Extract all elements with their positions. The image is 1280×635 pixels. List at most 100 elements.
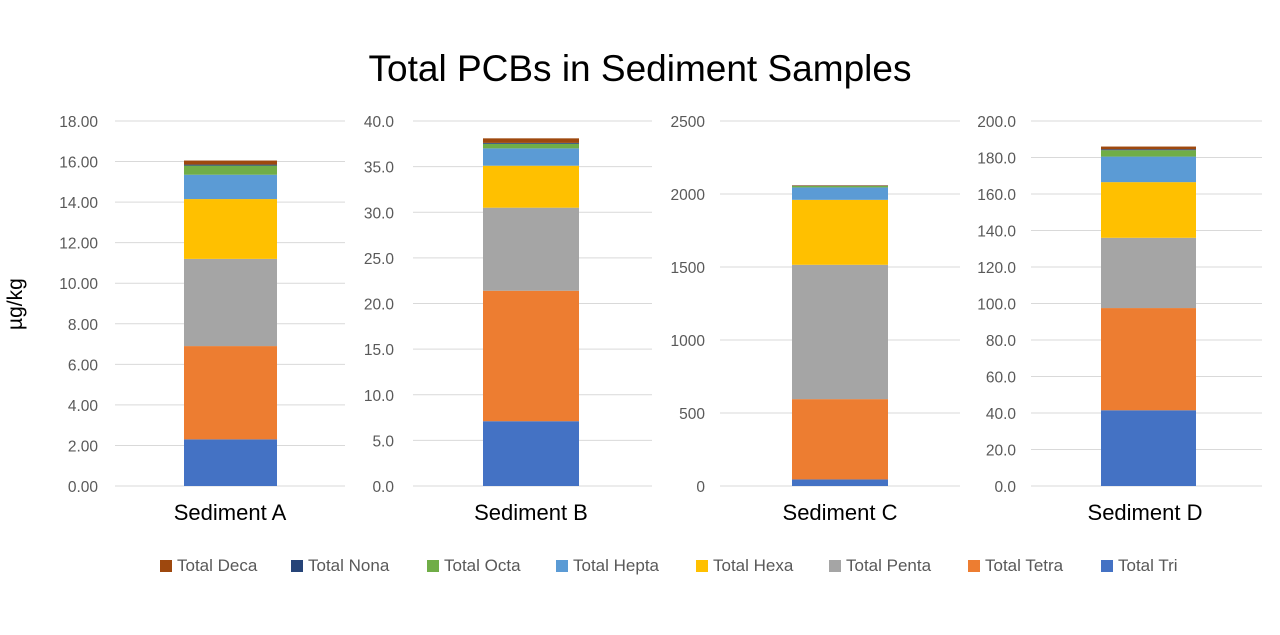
bar-segment-total-nona: [1101, 149, 1196, 151]
legend-label: Total Nona: [308, 556, 390, 575]
x-category-label: Sediment B: [474, 500, 588, 525]
legend-item: Total Hepta: [556, 556, 659, 576]
y-tick-label: 40.0: [364, 114, 395, 131]
legend-label: Total Penta: [846, 556, 932, 575]
bar-segment-total-tri: [483, 421, 579, 486]
y-tick-label: 80.0: [986, 333, 1017, 350]
y-tick-label: 10.00: [59, 276, 98, 293]
legend-swatch: [427, 560, 439, 572]
y-tick-label: 6.00: [68, 357, 99, 374]
x-category-label: Sediment C: [783, 500, 898, 525]
chart-panel-3: 0 500 1000 1500 2000 2500 Sediment C: [671, 114, 960, 525]
bar-segment-total-deca: [483, 138, 579, 143]
legend-swatch: [1101, 560, 1113, 572]
bar-segment-total-nona: [184, 164, 277, 166]
legend-swatch: [696, 560, 708, 572]
y-tick-label: 120.0: [977, 260, 1016, 277]
chart-title: Total PCBs in Sediment Samples: [368, 48, 912, 89]
bar-segment-total-tri: [792, 479, 888, 486]
chart-panel-2: 0.0 5.0 10.0 15.0 20.0 25.0 30.0 35.0 40.0 Sedime…: [364, 114, 652, 525]
y-tick-label: 18.00: [59, 114, 98, 131]
y-tick-label: 5.0: [372, 433, 394, 450]
y-tick-label: 0: [696, 479, 705, 496]
y-tick-label: 35.0: [364, 160, 395, 177]
bar-segment-total-penta: [483, 207, 579, 291]
y-tick-label: 0.00: [68, 479, 99, 496]
bar-segment-total-hepta: [1101, 156, 1196, 183]
bar-segment-total-tetra: [184, 346, 277, 440]
y-tick-label: 1500: [671, 260, 706, 277]
legend-label: Total Deca: [177, 556, 258, 575]
y-tick-label: 0.0: [372, 479, 394, 496]
y-tick-label: 500: [679, 406, 705, 423]
legend-label: Total Tetra: [985, 556, 1064, 575]
bar-segment-total-hexa: [184, 199, 277, 259]
y-tick-label: 140.0: [977, 224, 1016, 241]
y-tick-label: 2500: [671, 114, 706, 131]
legend-swatch: [968, 560, 980, 572]
y-tick-label: 14.00: [59, 195, 98, 212]
y-tick-label: 8.00: [68, 317, 99, 334]
y-tick-label: 60.0: [986, 370, 1017, 387]
y-tick-label: 2000: [671, 187, 706, 204]
y-tick-label: 10.0: [364, 388, 395, 405]
legend-item: Total Tetra: [968, 556, 1063, 576]
y-tick-label: 2.00: [68, 438, 99, 455]
x-category-label: Sediment A: [174, 500, 287, 525]
bar-segment-total-hexa: [792, 199, 888, 265]
bar-segment-total-tri: [1101, 410, 1196, 486]
y-tick-label: 25.0: [364, 251, 395, 268]
y-tick-label: 0.0: [994, 479, 1016, 496]
bar-segment-total-tetra: [792, 399, 888, 480]
legend: Total Deca Total Nona Total Octa Total Hept…: [0, 556, 1280, 580]
bar-segment-total-penta: [792, 264, 888, 400]
chart-panel-1: 0.00 2.00 4.00 6.00 8.00 10.00 12.00 14.00 16.00…: [59, 114, 345, 525]
bar-segment-total-octa: [1101, 150, 1196, 157]
bar-segment-total-tetra: [1101, 308, 1196, 411]
legend-item: Total Nona: [291, 556, 389, 576]
x-category-label: Sediment D: [1088, 500, 1203, 525]
legend-swatch: [291, 560, 303, 572]
bar-segment-total-hepta: [184, 174, 277, 200]
legend-swatch: [160, 560, 172, 572]
legend-label: Total Hepta: [573, 556, 659, 575]
legend-item: Total Penta: [829, 556, 931, 576]
bar-segment-total-octa: [184, 165, 277, 175]
bar-segment-total-tetra: [483, 290, 579, 422]
y-tick-label: 40.0: [986, 406, 1017, 423]
y-tick-label: 15.0: [364, 342, 395, 359]
bar-segment-total-hexa: [1101, 182, 1196, 238]
legend-label: Total Octa: [444, 556, 521, 575]
y-tick-label: 4.00: [68, 398, 99, 415]
bar-segment-total-nona: [483, 142, 579, 144]
y-tick-label: 30.0: [364, 205, 395, 222]
legend-label: Total Tri: [1118, 556, 1178, 575]
y-tick-label: 20.0: [364, 297, 395, 314]
bar-segment-total-hepta: [483, 148, 579, 166]
y-tick-label: 16.00: [59, 155, 98, 172]
bar-segment-total-penta: [184, 258, 277, 347]
chart-panel-4: 0.0 20.0 40.0 60.0 80.0 100.0 120.0 140.0 160.0 1…: [977, 114, 1262, 525]
y-tick-label: 160.0: [977, 187, 1016, 204]
y-tick-label: 180.0: [977, 151, 1016, 168]
bar-segment-total-hexa: [483, 165, 579, 208]
bar-segment-total-deca: [184, 160, 277, 165]
bar-segment-total-tri: [184, 439, 277, 486]
y-tick-label: 100.0: [977, 297, 1016, 314]
bar-segment-total-penta: [1101, 237, 1196, 309]
legend-item: Total Hexa: [696, 556, 793, 576]
legend-item: Total Deca: [160, 556, 257, 576]
bar-segment-total-octa: [792, 185, 888, 188]
y-tick-label: 200.0: [977, 114, 1016, 131]
y-tick-label: 20.0: [986, 443, 1017, 460]
y-tick-label: 1000: [671, 333, 706, 350]
bar-segment-total-hepta: [792, 187, 888, 200]
legend-label: Total Hexa: [713, 556, 794, 575]
bar-segment-total-deca: [1101, 146, 1196, 150]
legend-item: Total Tri: [1101, 556, 1178, 576]
legend-swatch: [829, 560, 841, 572]
bar-segment-total-octa: [483, 143, 579, 149]
legend-swatch: [556, 560, 568, 572]
y-tick-label: 12.00: [59, 236, 98, 253]
